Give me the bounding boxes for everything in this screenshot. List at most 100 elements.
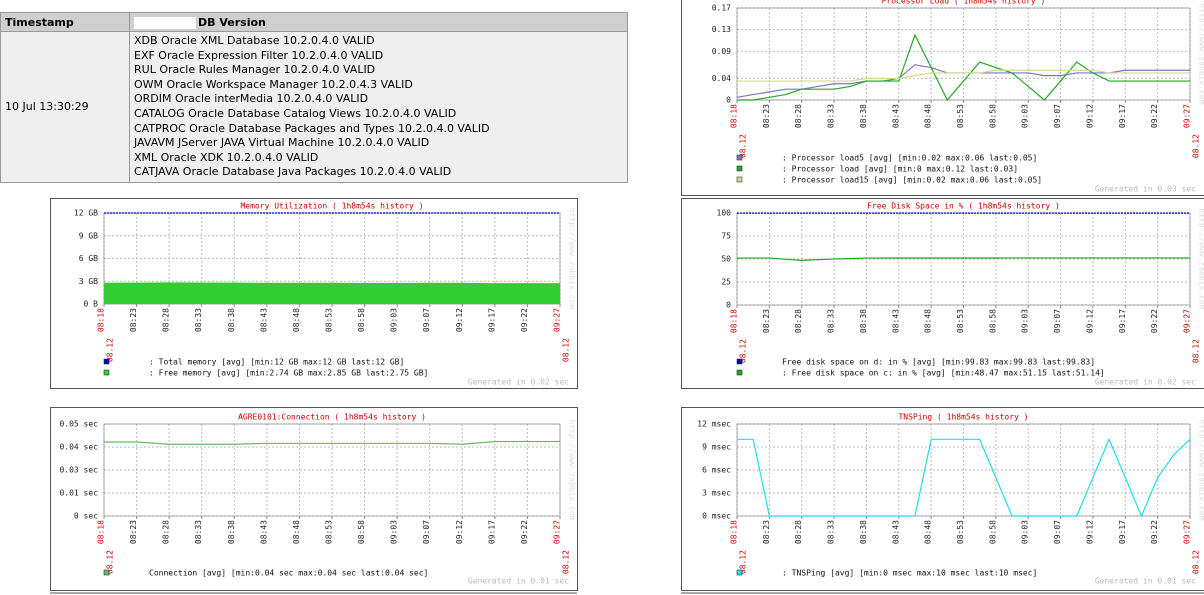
y-tick-label: 9 msec xyxy=(702,443,731,452)
x-tick-label: 09:03 xyxy=(1021,104,1030,128)
header-cell: Timestamp xyxy=(0,12,130,32)
x-tick-label: 08:53 xyxy=(325,520,334,544)
x-tick-label: 08:58 xyxy=(988,104,997,128)
legend-swatch xyxy=(736,569,743,576)
x-tick-label: 09:03 xyxy=(390,520,399,544)
graph-frame xyxy=(50,198,578,389)
graph-title: TNSPing ( 1h8m54s history ) xyxy=(898,413,1028,422)
x-tick-label: 09:17 xyxy=(487,308,496,332)
line xyxy=(737,33,1190,102)
legend-swatch xyxy=(736,369,743,376)
version-row: XML Oracle XDK 10.2.0.4.0 VALID xyxy=(134,150,319,164)
y-tick-label: 3 GB xyxy=(79,277,98,286)
y-tick-label: 0.04 xyxy=(712,74,731,83)
x-tick-label: 09:27 xyxy=(553,308,562,332)
x-tick-label: 08:23 xyxy=(129,520,138,544)
x-tick-label: 08:48 xyxy=(292,308,301,332)
line xyxy=(737,257,1190,262)
x-tick-label: 08:43 xyxy=(891,520,900,544)
line xyxy=(737,437,1191,518)
x-tick-label: 08:53 xyxy=(956,309,965,333)
y-tick-label: 0.13 xyxy=(712,25,731,34)
x-tick-label: 08:33 xyxy=(194,308,203,332)
x-tick-label: 08:43 xyxy=(259,520,268,544)
x-tick-label: 08:28 xyxy=(794,104,803,128)
x-tick-label: 08:48 xyxy=(924,104,933,128)
x-tick-label: 09:22 xyxy=(520,308,529,332)
x-tick-label: 08:33 xyxy=(827,104,836,128)
x-tick-label: 08:18 xyxy=(730,309,739,333)
version-row: JAVAVM JServer JAVA Virtual Machine 10.2… xyxy=(134,136,430,150)
x-tick-label: 08:48 xyxy=(924,520,933,544)
watermark: http://www.zabbix.com xyxy=(1198,419,1204,520)
y-tick-label: 3 msec xyxy=(702,489,731,498)
y-tick-label: 6 GB xyxy=(79,254,98,263)
x-tick-label: 08:38 xyxy=(859,104,868,128)
graph-title: Processor Load ( 1h8m54s history ) xyxy=(882,0,1046,6)
x-tick-label: 09:07 xyxy=(1053,309,1062,333)
x-tick-label: 08:53 xyxy=(956,520,965,544)
legend-text: : Free memory [avg] [min:2.74 GB max:2.8… xyxy=(149,369,428,378)
graph-frame xyxy=(681,198,1204,389)
x-tick-label: 08:18 xyxy=(730,104,739,128)
x-tick-label: 08:38 xyxy=(227,308,236,332)
version-cell: XDB Oracle XML Database 10.2.0.4.0 VALID… xyxy=(129,31,628,183)
x-date-label: 08.12 xyxy=(1192,550,1201,574)
y-tick-label: 0 xyxy=(726,301,731,310)
version-row: OWM Oracle Workspace Manager 10.2.0.4.3 … xyxy=(134,77,413,91)
watermark: http://www.zabbix.com xyxy=(568,419,577,520)
line xyxy=(736,64,1190,98)
x-tick-label: 09:22 xyxy=(1150,309,1159,333)
version-row: ORDIM Oracle interMedia 10.2.0.4.0 VALID xyxy=(134,92,369,106)
x-date-label: 08.12 xyxy=(739,550,748,574)
watermark: http://www.zabbix.com xyxy=(1198,208,1204,309)
x-tick-label: 09:07 xyxy=(1053,520,1062,544)
legend-swatch xyxy=(736,176,743,183)
x-date-label: 08.12 xyxy=(739,134,748,158)
x-date-label: 08.12 xyxy=(562,338,571,362)
y-tick-label: 12 msec xyxy=(697,420,731,429)
version-row: CATPROC Oracle Database Packages and Typ… xyxy=(134,121,490,135)
watermark: http://www.zabbix.com xyxy=(1198,3,1204,104)
x-tick-label: 09:22 xyxy=(1150,520,1159,544)
footer: Generated in 0.03 sec xyxy=(1095,185,1196,194)
x-tick-label: 08:18 xyxy=(97,520,106,544)
version-row: CATJAVA Oracle Database Java Packages 10… xyxy=(134,165,452,179)
x-tick-label: 08:58 xyxy=(357,308,366,332)
legend-text: : TNSPing [avg] [min:0 msec max:10 msec … xyxy=(782,569,1037,578)
x-tick-label: 08:58 xyxy=(988,309,997,333)
legend-text: Free disk space on d: in % [avg] [min:99… xyxy=(782,358,1095,367)
y-tick-label: 0 sec xyxy=(74,512,98,521)
plot-border xyxy=(103,212,561,305)
x-tick-label: 09:17 xyxy=(1118,104,1127,128)
x-date-label: 08.12 xyxy=(1192,134,1201,158)
line xyxy=(104,440,560,445)
x-tick-label: 08:28 xyxy=(794,520,803,544)
x-tick-label: 08:43 xyxy=(259,308,268,332)
x-tick-label: 09:17 xyxy=(1118,520,1127,544)
y-tick-label: 0.04 sec xyxy=(59,443,98,452)
graph-frame xyxy=(681,407,1204,591)
legend-swatch xyxy=(103,369,110,376)
graph-title: Free Disk Space in % ( 1h8m54s history ) xyxy=(867,202,1060,211)
graph-frame xyxy=(681,0,1204,196)
x-tick-label: 08:18 xyxy=(730,520,739,544)
y-tick-label: 50 xyxy=(721,255,731,264)
version-row: XDB Oracle XML Database 10.2.0.4.0 VALID xyxy=(134,34,375,47)
legend-swatch xyxy=(103,569,110,576)
y-tick-label: 0 B xyxy=(84,300,99,309)
x-tick-label: 09:03 xyxy=(390,308,399,332)
footer: Generated in 0.01 sec xyxy=(468,577,569,586)
watermark: http://www.zabbix.com xyxy=(568,208,577,309)
x-tick-label: 08:23 xyxy=(762,520,771,544)
y-tick-label: 100 xyxy=(717,209,732,218)
x-tick-label: 09:07 xyxy=(422,308,431,332)
x-tick-label: 08:43 xyxy=(891,309,900,333)
x-tick-label: 08:58 xyxy=(357,520,366,544)
x-tick-label: 09:27 xyxy=(1183,520,1192,544)
x-date-label: 08.12 xyxy=(106,338,115,362)
legend-text: : Free disk space on c: in % [avg] [min:… xyxy=(782,369,1105,378)
plot-border xyxy=(736,212,1191,306)
x-tick-label: 08:33 xyxy=(827,309,836,333)
